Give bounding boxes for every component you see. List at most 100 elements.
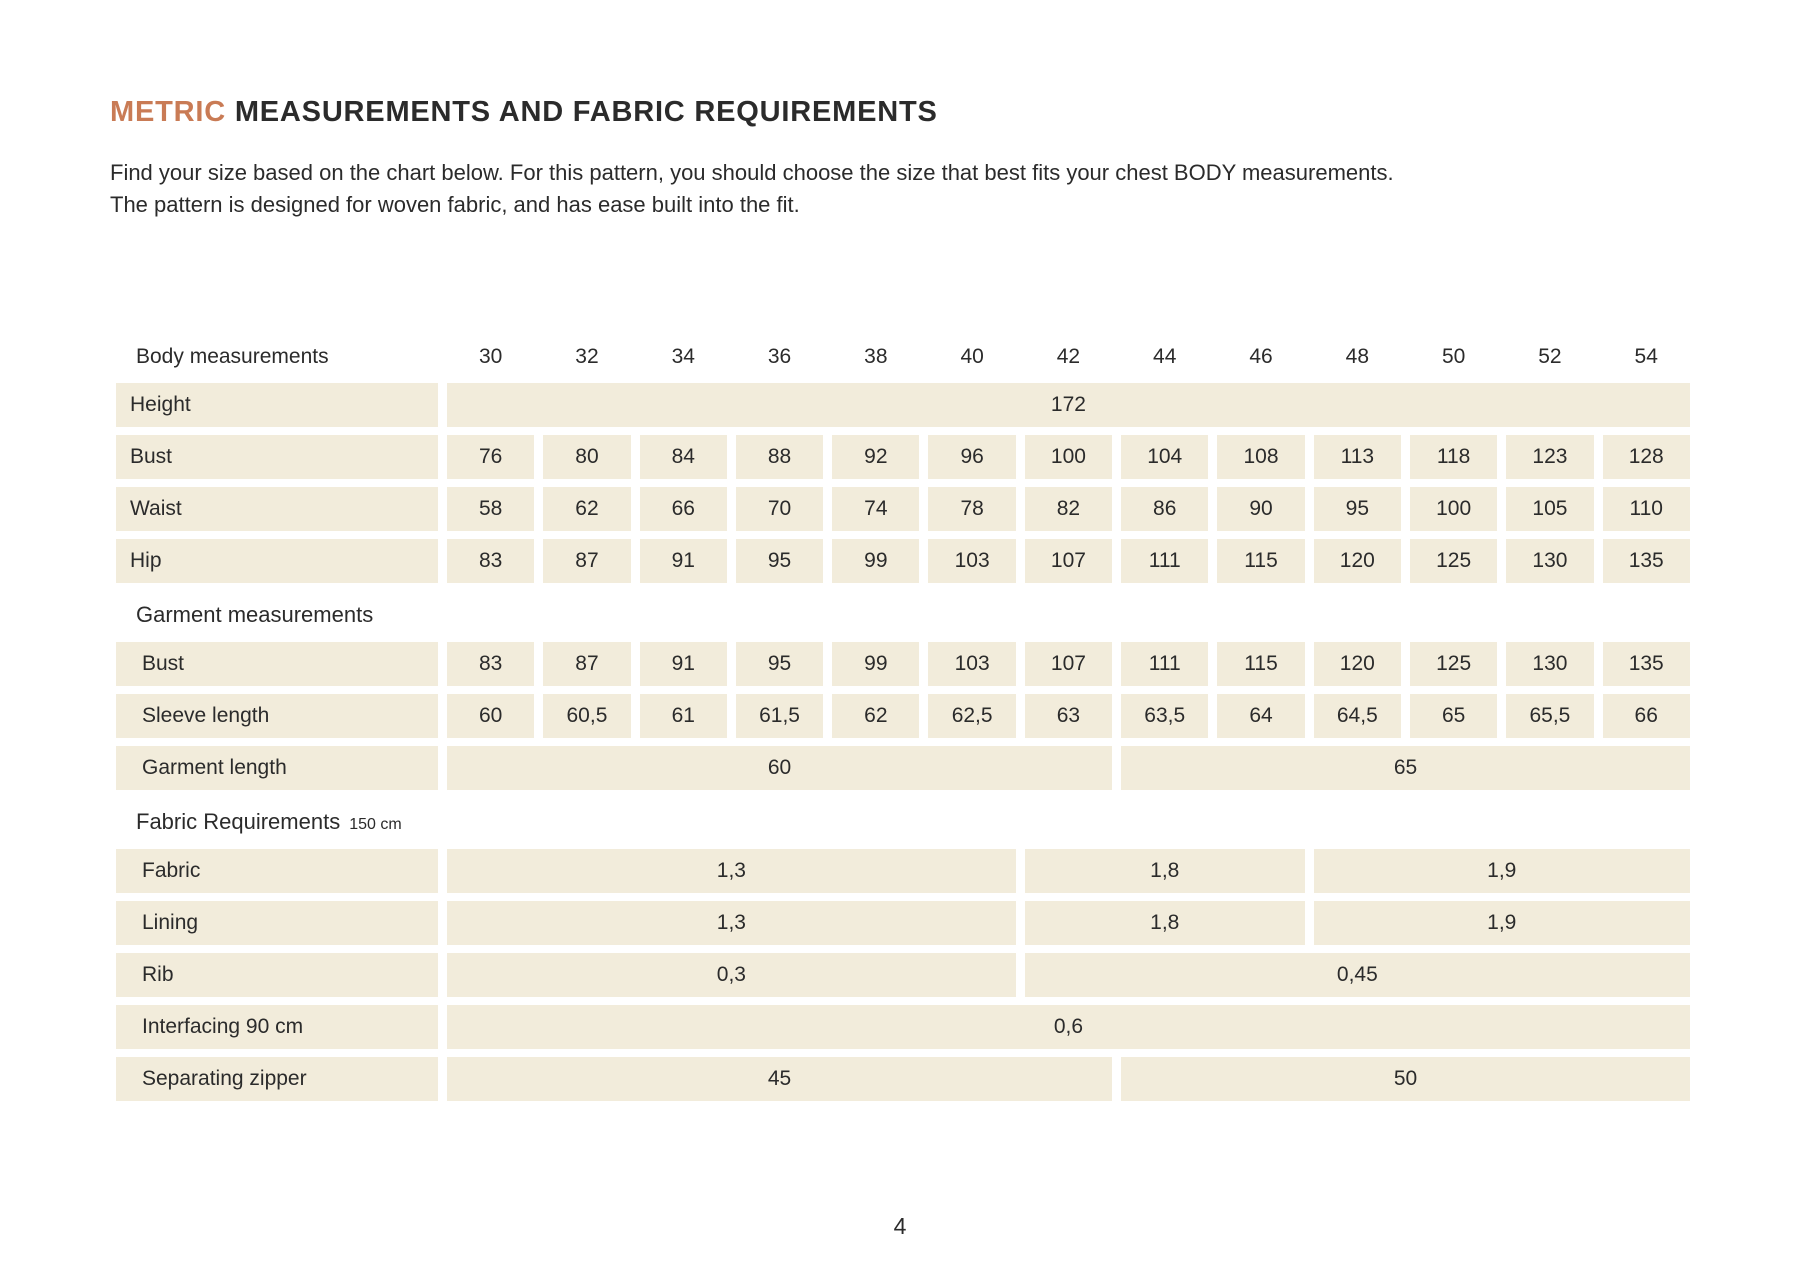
value-cell: 115: [1217, 539, 1305, 583]
value-cell: 125: [1409, 642, 1498, 686]
value-cell: 60: [447, 694, 535, 738]
value-cell: 86: [1121, 487, 1209, 531]
value-cell: 50: [1121, 1057, 1690, 1101]
value-cell: 95: [735, 642, 824, 686]
value-cell: 74: [832, 487, 920, 531]
section-header-suffix: 150 cm: [349, 816, 402, 833]
value-cell: 118: [1409, 435, 1498, 479]
table-row: Garment length 60 65: [116, 746, 1690, 790]
table-row: Lining 1,3 1,8 1,9: [116, 901, 1690, 945]
value-cell: 108: [1217, 435, 1305, 479]
row-label: Garment length: [116, 746, 438, 790]
value-cell: 66: [639, 487, 727, 531]
row-label: Waist: [116, 487, 438, 531]
value-cell: 172: [447, 383, 1690, 427]
row-label: Separating zipper: [116, 1057, 438, 1101]
value-cell: 125: [1409, 539, 1498, 583]
value-cell: 111: [1121, 539, 1209, 583]
value-cell: 63: [1024, 694, 1113, 738]
value-cell: 64: [1217, 694, 1305, 738]
value-cell: 87: [543, 642, 631, 686]
value-cell: 1,3: [447, 901, 1016, 945]
size-column-header: 46: [1249, 345, 1273, 368]
value-cell: 61,5: [735, 694, 824, 738]
value-cell: 92: [832, 435, 920, 479]
value-cell: 61: [639, 694, 727, 738]
table-row: Bust 83 87 91 95 99 103 107 111 115 120 125 130 135: [116, 642, 1690, 686]
value-cell: 110: [1602, 487, 1690, 531]
value-cell: 96: [928, 435, 1016, 479]
value-cell: 130: [1506, 642, 1594, 686]
size-column-header: 30: [478, 345, 503, 368]
size-column-header: 40: [960, 345, 984, 368]
value-cell: 60,5: [543, 694, 631, 738]
value-cell: 111: [1121, 642, 1209, 686]
intro-line-1: Find your size based on the chart below.…: [110, 160, 1394, 185]
value-cell: 100: [1409, 487, 1498, 531]
table-row: Rib 0,3 0,45: [116, 953, 1690, 997]
value-cell: 66: [1602, 694, 1690, 738]
value-cell: 65,5: [1506, 694, 1594, 738]
size-column-header: 52: [1538, 345, 1562, 368]
value-cell: 95: [1313, 487, 1401, 531]
value-cell: 62: [543, 487, 631, 531]
value-cell: 78: [928, 487, 1016, 531]
size-column-header: 32: [575, 345, 599, 368]
value-cell: 1,9: [1313, 901, 1690, 945]
value-cell: 45: [447, 1057, 1113, 1101]
value-cell: 87: [543, 539, 631, 583]
value-cell: 130: [1506, 539, 1594, 583]
size-table-header-row: Body measurements 30 32 34 36 38 40 42 44 46 48 50…: [116, 340, 1690, 374]
value-cell: 0,3: [447, 953, 1016, 997]
row-label: Sleeve length: [116, 694, 438, 738]
size-column-header: 48: [1345, 345, 1369, 368]
section-header-label: Fabric Requirements: [136, 809, 341, 834]
page-title-rest: MEASUREMENTS AND FABRIC REQUIREMENTS: [234, 96, 938, 128]
size-table-rows: Height 172 Bust 76 80 84 88 92 96 100 104 108 113 118…: [116, 383, 1690, 1101]
section-header: Garment measurements: [116, 591, 1690, 635]
value-cell: 83: [447, 642, 535, 686]
size-column-header: 50: [1441, 345, 1466, 368]
value-cell: 128: [1602, 435, 1690, 479]
value-cell: 1,8: [1024, 901, 1305, 945]
page-title-accent: METRIC: [110, 96, 226, 128]
value-cell: 83: [447, 539, 535, 583]
value-cell: 120: [1313, 642, 1401, 686]
value-cell: 107: [1024, 539, 1113, 583]
table-row: Interfacing 90 cm 0,6: [116, 1005, 1690, 1049]
table-row: Bust 76 80 84 88 92 96 100 104 108 113 118 123 128: [116, 435, 1690, 479]
body-measurements-label: Body measurements: [136, 345, 329, 368]
row-label: Hip: [116, 539, 438, 583]
value-cell: 1,8: [1024, 849, 1305, 893]
value-cell: 91: [639, 642, 727, 686]
value-cell: 90: [1217, 487, 1305, 531]
size-column-header: 54: [1634, 345, 1658, 368]
value-cell: 91: [639, 539, 727, 583]
value-cell: 107: [1024, 642, 1113, 686]
size-column-header: 34: [671, 345, 695, 368]
value-cell: 88: [735, 435, 824, 479]
value-cell: 120: [1313, 539, 1401, 583]
row-label: Interfacing 90 cm: [116, 1005, 438, 1049]
table-row: Separating zipper 45 50: [116, 1057, 1690, 1101]
value-cell: 63,5: [1121, 694, 1209, 738]
value-cell: 76: [447, 435, 535, 479]
value-cell: 95: [735, 539, 824, 583]
table-row: Waist 58 62 66 70 74 78 82 86 90 95 100 105 110: [116, 487, 1690, 531]
value-cell: 115: [1217, 642, 1305, 686]
value-cell: 0,45: [1024, 953, 1690, 997]
value-cell: 58: [447, 487, 535, 531]
table-row: Fabric 1,3 1,8 1,9: [116, 849, 1690, 893]
size-column-header: 36: [767, 345, 792, 368]
value-cell: 135: [1602, 539, 1690, 583]
table-row: Hip 83 87 91 95 99 103 107 111 115 120 125 130 135: [116, 539, 1690, 583]
value-cell: 100: [1024, 435, 1113, 479]
value-cell: 113: [1313, 435, 1401, 479]
intro-paragraph: Find your size based on the chart below.…: [110, 157, 1394, 221]
size-table: Body measurements 30 32 34 36 38 40 42 44 46 48 50…: [116, 340, 1690, 1109]
value-cell: 0,6: [447, 1005, 1690, 1049]
value-cell: 62: [832, 694, 920, 738]
value-cell: 80: [543, 435, 631, 479]
size-column-header: 42: [1056, 345, 1081, 368]
